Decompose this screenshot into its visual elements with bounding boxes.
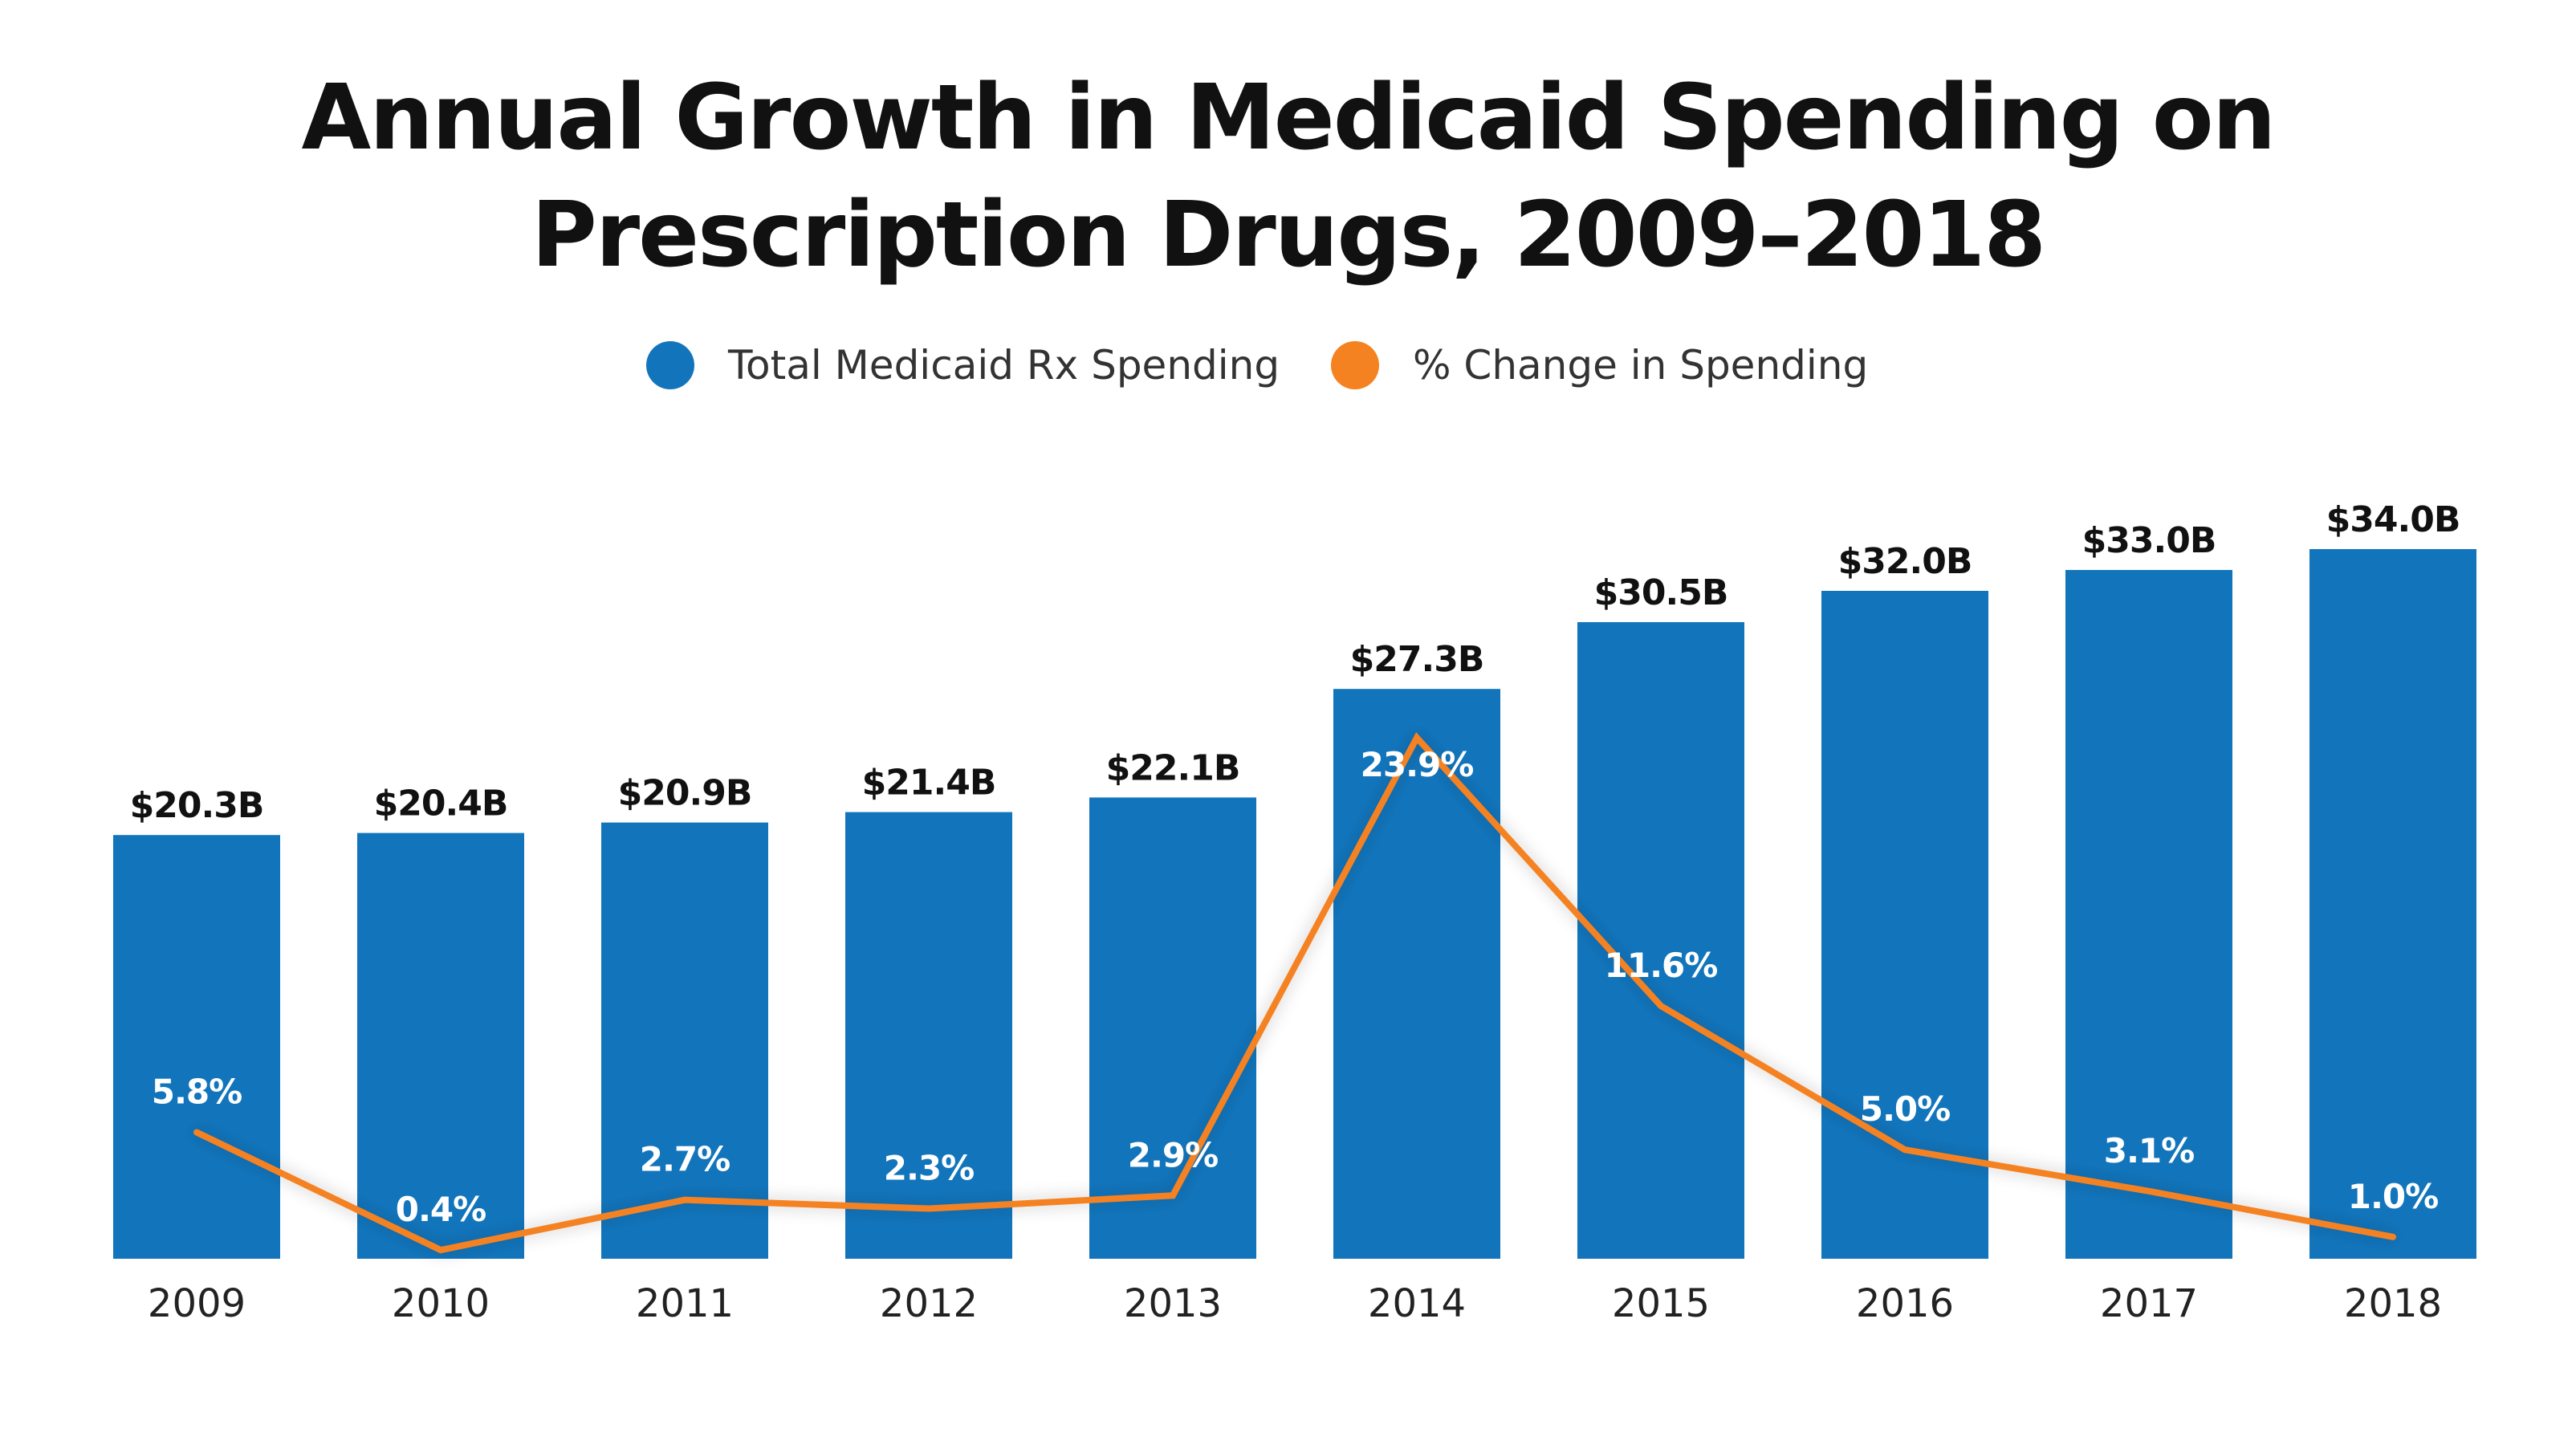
bar-2018 <box>2309 549 2476 1259</box>
chart-title-line-1: Annual Growth in Medicaid Spending on <box>301 66 2277 170</box>
legend-label-change: % Change in Spending <box>1413 342 1869 389</box>
legend-marker-change <box>1331 341 1379 389</box>
bar-value-label-2015: $30.5B <box>1594 572 1728 613</box>
line-point-2012 <box>928 1207 930 1210</box>
bar-value-label-2010: $20.4B <box>374 784 508 824</box>
line-point-2011 <box>684 1199 686 1201</box>
x-tick-label-2012: 2012 <box>880 1281 978 1326</box>
line-point-2009 <box>196 1131 197 1134</box>
bar-value-label-2018: $34.0B <box>2326 499 2460 540</box>
line-point-2015 <box>1660 1005 1662 1007</box>
x-tick-label-2018: 2018 <box>2344 1281 2442 1326</box>
line-point-2016 <box>1904 1149 1906 1151</box>
legend-item-percent-change: % Change in Spending <box>1331 336 1868 395</box>
bar-2010 <box>357 832 524 1259</box>
bar-2017 <box>2065 570 2232 1259</box>
x-axis: 2009 2010 2011 2012 2013 2014 2015 2016 2017 2018 <box>148 1281 2442 1326</box>
bar-2012 <box>845 812 1012 1259</box>
bar-2014 <box>1333 689 1500 1259</box>
bar-value-label-2009: $20.3B <box>130 785 264 826</box>
x-tick-label-2017: 2017 <box>2100 1281 2198 1326</box>
percent-label-2017: 3.1% <box>2104 1131 2194 1170</box>
bar-value-label-2013: $22.1B <box>1106 747 1240 788</box>
line-point-2014 <box>1416 737 1418 739</box>
bar-value-label-2016: $32.0B <box>1838 541 1972 582</box>
x-tick-label-2011: 2011 <box>636 1281 734 1326</box>
percent-label-2011: 2.7% <box>640 1140 730 1179</box>
percent-label-2018: 1.0% <box>2348 1177 2438 1216</box>
percent-label-2014: 23.9% <box>1361 745 1474 784</box>
legend-marker-spending <box>646 341 694 389</box>
percent-label-2012: 2.3% <box>884 1149 974 1188</box>
line-series <box>193 732 2396 1254</box>
line-point-2013 <box>1172 1195 1174 1197</box>
percent-label-2009: 5.8% <box>152 1073 242 1112</box>
line-point-2010 <box>440 1249 442 1252</box>
bar-value-label-2012: $21.4B <box>862 763 996 804</box>
x-tick-label-2010: 2010 <box>392 1281 490 1326</box>
bar-value-label-2017: $33.0B <box>2082 520 2216 561</box>
legend-item-total-spending: Total Medicaid Rx Spending <box>646 336 1280 395</box>
bar-2011 <box>601 822 768 1259</box>
percent-label-2015: 11.6% <box>1605 946 1718 985</box>
x-tick-label-2009: 2009 <box>148 1281 246 1326</box>
line-point-2018 <box>2392 1235 2394 1238</box>
percent-change-line <box>193 732 2396 1254</box>
percent-label-2010: 0.4% <box>396 1190 486 1229</box>
legend-label-spending: Total Medicaid Rx Spending <box>728 342 1280 389</box>
bar-value-label-2014: $27.3B <box>1350 639 1484 680</box>
bar-value-label-2011: $20.9B <box>618 773 752 814</box>
line-point-2017 <box>2148 1190 2150 1192</box>
bar-2013 <box>1089 797 1256 1259</box>
percent-label-2016: 5.0% <box>1860 1089 1950 1129</box>
bar-2009 <box>113 835 280 1259</box>
x-tick-label-2014: 2014 <box>1368 1281 1466 1326</box>
chart-title-line-2: Prescription Drugs, 2009–2018 <box>531 183 2046 287</box>
data-labels: $20.3B $20.4B $20.9B $21.4B $22.1B $27.3B $30.… <box>130 499 2461 1229</box>
x-tick-label-2013: 2013 <box>1124 1281 1222 1326</box>
x-tick-label-2015: 2015 <box>1612 1281 1710 1326</box>
x-tick-label-2016: 2016 <box>1856 1281 1954 1326</box>
percent-label-2013: 2.9% <box>1128 1135 1218 1174</box>
